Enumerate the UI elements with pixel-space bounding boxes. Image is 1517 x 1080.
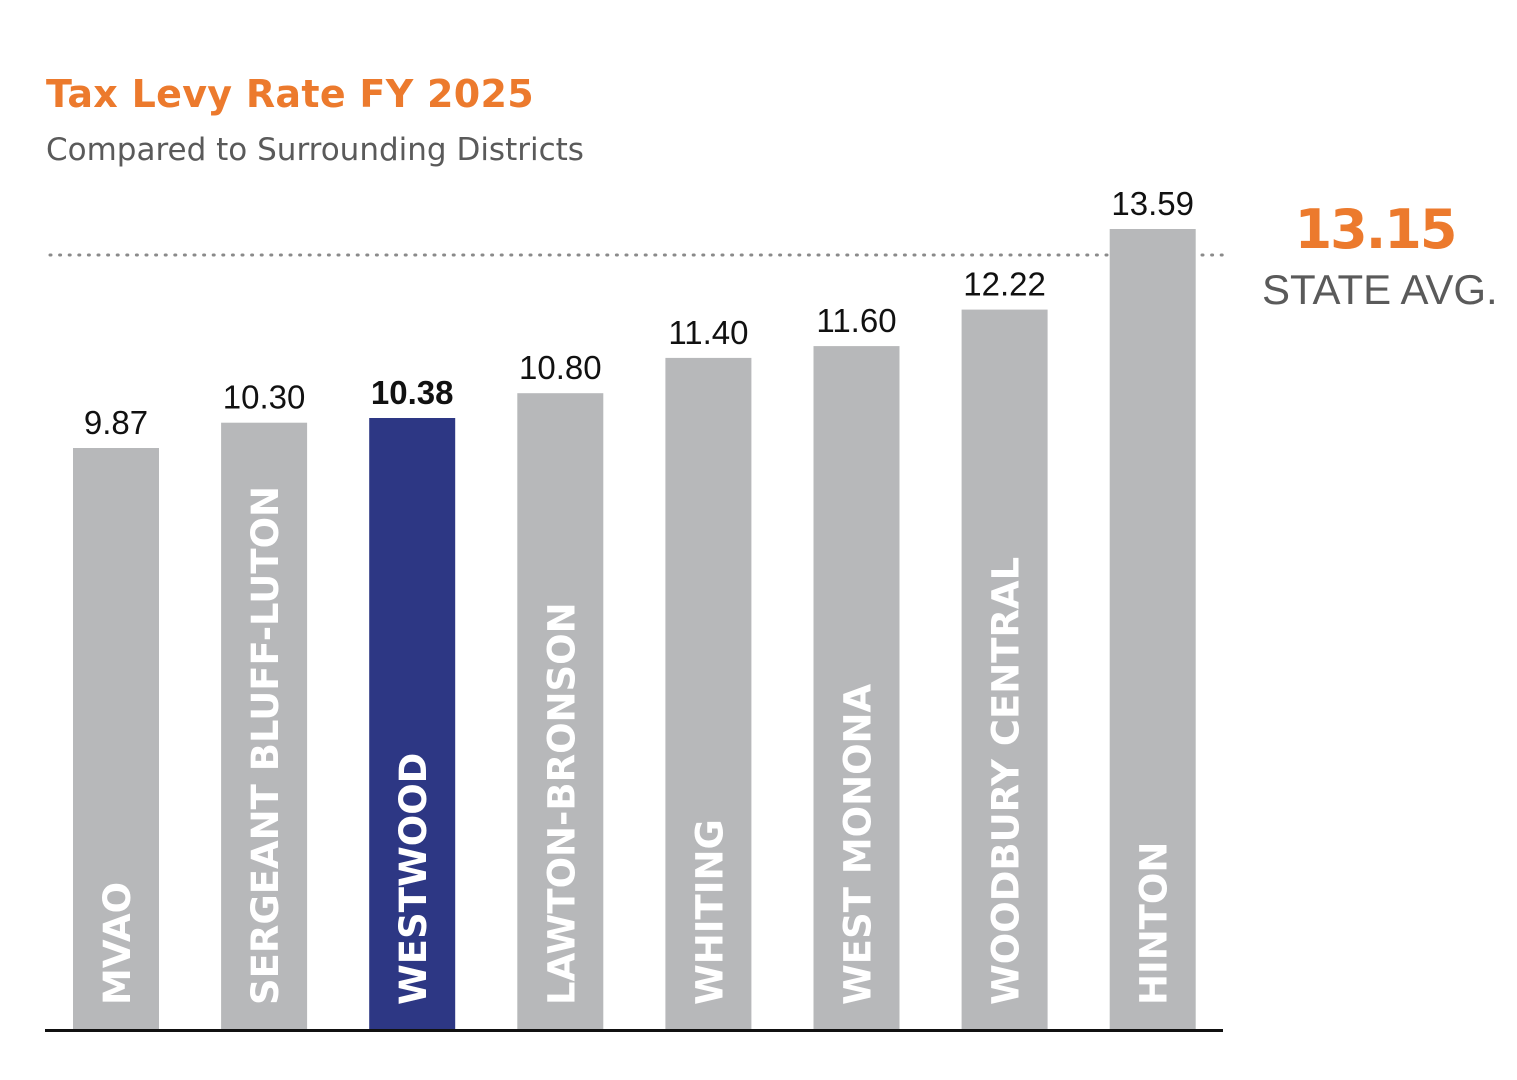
bar-lawton-bronson bbox=[517, 393, 604, 1029]
category-label-lawton-bronson: LAWTON-BRONSON bbox=[540, 602, 583, 1005]
value-label-lawton-bronson: 10.80 bbox=[519, 349, 602, 386]
category-label-woodbury-central: WOODBURY CENTRAL bbox=[985, 557, 1028, 1005]
value-label-whiting: 11.40 bbox=[668, 314, 748, 351]
bar-woodbury-central bbox=[961, 309, 1048, 1030]
value-label-westwood: 10.38 bbox=[371, 374, 454, 411]
state-average-value: 13.15 bbox=[1294, 198, 1458, 261]
bar-sergeant-bluff-luton bbox=[221, 422, 308, 1029]
category-label-westwood: WESTWOOD bbox=[392, 753, 435, 1005]
bar-hinton bbox=[1109, 229, 1196, 1029]
bar-westwood bbox=[369, 418, 456, 1029]
bar-whiting bbox=[665, 357, 752, 1029]
category-label-hinton: HINTON bbox=[1133, 842, 1176, 1005]
category-label-sergeant-bluff-luton: SERGEANT BLUFF-LUTON bbox=[244, 486, 287, 1005]
value-label-sergeant-bluff-luton: 10.30 bbox=[223, 379, 306, 416]
chart-subtitle: Compared to Surrounding Districts bbox=[46, 132, 584, 168]
category-label-west-monona: WEST MONONA bbox=[837, 683, 880, 1005]
value-label-mvao: 9.87 bbox=[84, 404, 148, 441]
bars-group: 9.87 MVAO 10.30 SERGEANT BLUFF-LUTON 10.38 WE… bbox=[73, 185, 1196, 1030]
category-label-whiting: WHITING bbox=[688, 819, 731, 1005]
category-label-mvao: MVAO bbox=[96, 882, 139, 1005]
bar-mvao bbox=[73, 448, 159, 1029]
chart-title: Tax Levy Rate FY 2025 bbox=[46, 72, 534, 116]
state-average-label: STATE AVG. bbox=[1262, 266, 1498, 313]
bar-west-monona bbox=[813, 346, 900, 1030]
value-label-woodbury-central: 12.22 bbox=[963, 266, 1046, 303]
value-label-hinton: 13.59 bbox=[1111, 185, 1194, 222]
value-label-west-monona: 11.60 bbox=[816, 302, 896, 339]
